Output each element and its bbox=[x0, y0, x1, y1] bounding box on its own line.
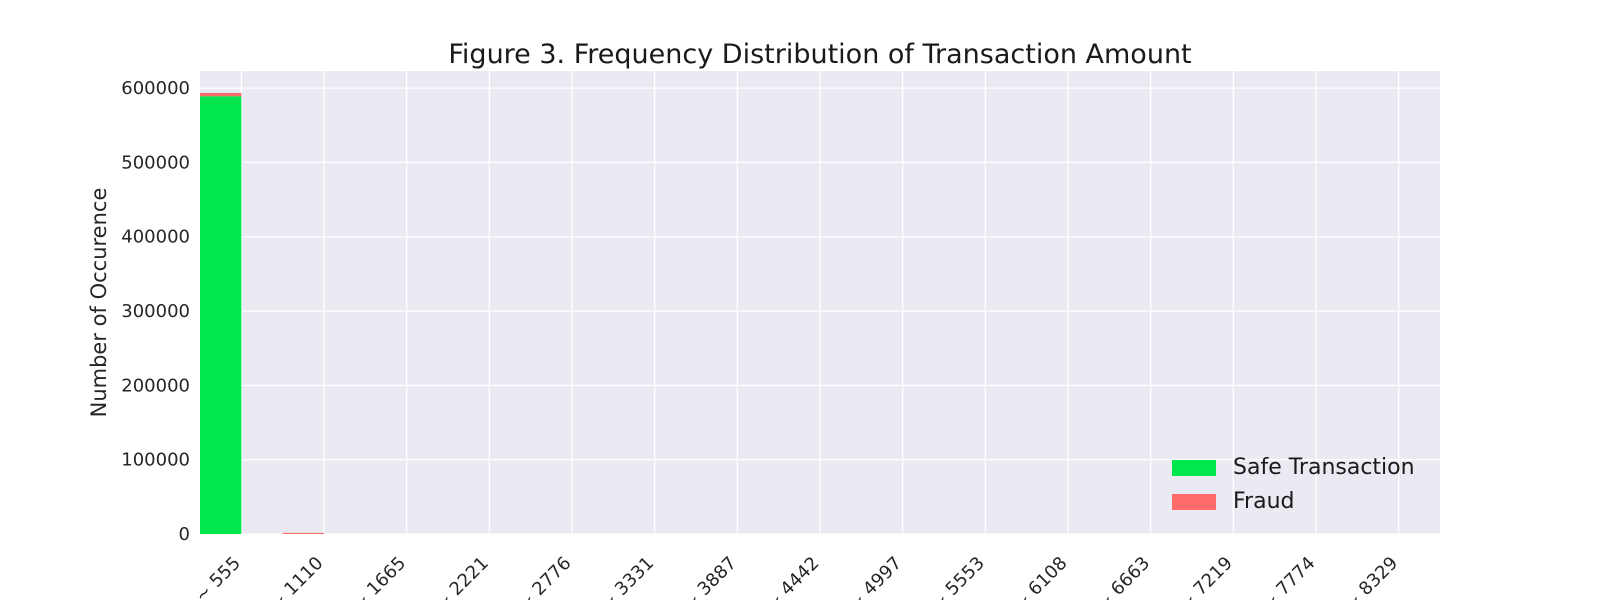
x-tick-label: 1665 ~ 2221 bbox=[394, 553, 492, 600]
x-tick-label: 6108 ~ 6663 bbox=[1056, 553, 1154, 600]
x-tick-label: 5553 ~ 6108 bbox=[973, 553, 1071, 600]
bar-fraud bbox=[200, 92, 242, 97]
bar-fraud bbox=[282, 532, 324, 534]
x-tick-label: 2776 ~ 3331 bbox=[560, 553, 658, 600]
x-tick-label: 4997 ~ 5553 bbox=[890, 553, 988, 600]
x-tick-label: 6663 ~ 7219 bbox=[1138, 553, 1236, 600]
y-tick-label: 500000 bbox=[121, 152, 190, 173]
bar-safe-transaction bbox=[200, 96, 242, 534]
y-axis-ticks: 0 100000 200000 300000 400000 500000 600000 bbox=[121, 78, 190, 545]
y-tick-label: 600000 bbox=[121, 78, 190, 99]
bars bbox=[200, 92, 324, 534]
legend-label: Fraud bbox=[1233, 489, 1295, 514]
chart-title: Figure 3. Frequency Distribution of Tran… bbox=[448, 39, 1191, 70]
x-tick-label: 555 ~ 1110 bbox=[237, 553, 327, 600]
y-tick-label: 300000 bbox=[121, 301, 190, 322]
x-tick-label: 4442 ~ 4997 bbox=[808, 553, 906, 600]
y-tick-label: 400000 bbox=[121, 227, 190, 248]
legend: Safe Transaction Fraud bbox=[1172, 455, 1415, 514]
legend-swatch bbox=[1172, 494, 1216, 510]
x-tick-label: 7219 ~ 7774 bbox=[1221, 553, 1319, 600]
x-tick-label: 3331 ~ 3887 bbox=[642, 553, 740, 600]
x-tick-label: 1110 ~ 1665 bbox=[312, 553, 410, 600]
legend-label: Safe Transaction bbox=[1233, 455, 1415, 480]
x-tick-label: 2221 ~ 2776 bbox=[477, 553, 575, 600]
y-axis-label: Number of Occurence bbox=[87, 188, 111, 418]
x-tick-label: 7774 ~ 8329 bbox=[1304, 553, 1402, 600]
legend-swatch bbox=[1172, 460, 1216, 476]
x-tick-label: 3887 ~ 4442 bbox=[725, 553, 823, 600]
x-tick-label: 0 ~ 555 bbox=[179, 553, 245, 600]
y-tick-label: 0 bbox=[179, 524, 190, 545]
y-tick-label: 200000 bbox=[121, 375, 190, 396]
y-tick-label: 100000 bbox=[121, 450, 190, 471]
grid-lines bbox=[200, 71, 1440, 535]
